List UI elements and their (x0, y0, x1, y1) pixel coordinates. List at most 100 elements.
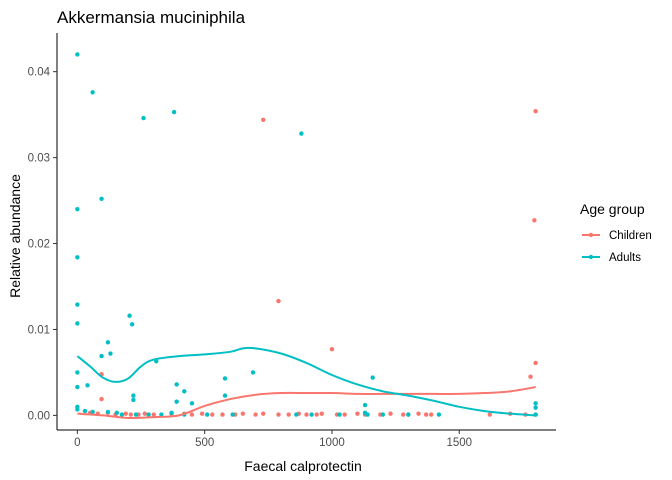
data-point-adults (131, 393, 136, 398)
legend-item-children: Children (582, 230, 652, 242)
data-point-adults (182, 389, 187, 394)
data-point-adults (230, 412, 235, 417)
x-tick-label: 1000 (319, 437, 345, 449)
data-point-children (319, 411, 324, 416)
data-point-adults (82, 408, 88, 414)
x-tick-label: 1500 (446, 437, 472, 449)
data-point-children (253, 412, 258, 417)
data-point-adults (533, 405, 538, 410)
data-point-adults (85, 383, 90, 388)
data-point-children (329, 347, 335, 352)
data-point-adults (129, 322, 135, 327)
legend-key-dot-adults (588, 254, 594, 260)
legend-label-adults: Adults (609, 252, 641, 264)
data-point-children (342, 412, 347, 417)
data-point-children (99, 396, 104, 402)
data-point-children (276, 298, 281, 304)
y-tick-label: 0.04 (28, 67, 51, 79)
data-point-adults (337, 412, 342, 417)
legend-item-adults: Adults (582, 252, 641, 264)
data-point-adults (75, 302, 80, 307)
data-point-adults (294, 412, 299, 417)
data-point-adults (114, 410, 120, 416)
data-point-children (240, 411, 246, 416)
data-point-adults (90, 409, 95, 415)
data-point-adults (250, 370, 256, 375)
data-point-children (533, 108, 538, 114)
data-point-adults (406, 412, 411, 417)
data-point-children (199, 411, 205, 416)
data-point-children (276, 412, 281, 417)
data-point-children (189, 412, 195, 417)
data-point-children (429, 412, 434, 417)
data-point-adults (75, 321, 80, 326)
data-point-adults (105, 409, 111, 415)
data-point-adults (370, 375, 375, 380)
x-axis-title: Faecal calprotectin (244, 458, 362, 474)
y-tick-label: 0.00 (28, 410, 50, 422)
data-point-children (261, 411, 266, 416)
data-point-children (210, 412, 215, 417)
data-point-adults (222, 393, 228, 398)
x-tick-label: 0 (74, 437, 80, 449)
data-point-children (286, 412, 291, 417)
data-point-adults (222, 376, 228, 381)
legend-key-dot-children (588, 232, 594, 238)
data-point-adults (119, 412, 125, 417)
data-point-children (533, 360, 538, 366)
data-point-children (532, 218, 537, 223)
data-point-adults (309, 412, 314, 417)
smooth-line-children (77, 386, 536, 420)
chart-title: Akkermansia muciniphila (57, 8, 246, 27)
data-point-children (142, 411, 148, 416)
data-point-adults (436, 412, 442, 417)
data-point-adults (90, 90, 95, 95)
legend-label-children: Children (609, 230, 652, 242)
data-point-adults (169, 410, 174, 416)
data-point-adults (174, 399, 179, 404)
data-point-children (416, 411, 421, 416)
data-point-children (220, 412, 225, 417)
data-point-adults (174, 382, 179, 387)
data-point-adults (159, 412, 164, 417)
legend: Age group Children Adults (580, 201, 652, 264)
x-axis-ticks: 0 500 1000 1500 (74, 430, 472, 449)
data-point-adults (108, 351, 113, 356)
data-point-adults (133, 412, 139, 417)
data-point-children (401, 412, 406, 417)
data-point-children (304, 412, 309, 417)
data-point-children (388, 411, 393, 416)
data-point-children (528, 374, 533, 379)
data-point-adults (362, 402, 368, 408)
data-point-adults (380, 412, 386, 417)
y-tick-label: 0.02 (28, 239, 50, 251)
data-point-children (123, 411, 128, 416)
data-point-adults (75, 370, 80, 375)
data-point-children (355, 411, 360, 416)
data-point-adults (365, 412, 370, 417)
data-point-adults (75, 52, 80, 57)
data-point-adults (75, 407, 80, 412)
data-point-adults (189, 401, 195, 406)
data-point-adults (75, 206, 80, 212)
data-point-adults (131, 397, 136, 403)
smooth-line-adults (76, 346, 536, 417)
data-point-adults (127, 313, 132, 318)
data-point-adults (75, 384, 80, 390)
y-tick-label: 0.03 (28, 153, 50, 165)
data-point-adults (299, 131, 304, 136)
data-point-children (261, 117, 266, 122)
data-point-children (487, 412, 493, 417)
x-tick-label: 500 (195, 437, 214, 449)
data-point-children (128, 412, 134, 417)
data-point-children (151, 412, 156, 417)
data-point-children (314, 412, 319, 417)
data-point-adults (141, 115, 146, 121)
data-point-adults (146, 412, 151, 417)
smooth-lines-layer (76, 346, 536, 420)
data-point-adults (105, 340, 111, 345)
plot-area: 0 500 1000 1500 0.00 0.01 0.02 0.03 0.04 (28, 33, 556, 449)
data-point-adults (99, 196, 104, 202)
data-point-children (423, 412, 429, 417)
